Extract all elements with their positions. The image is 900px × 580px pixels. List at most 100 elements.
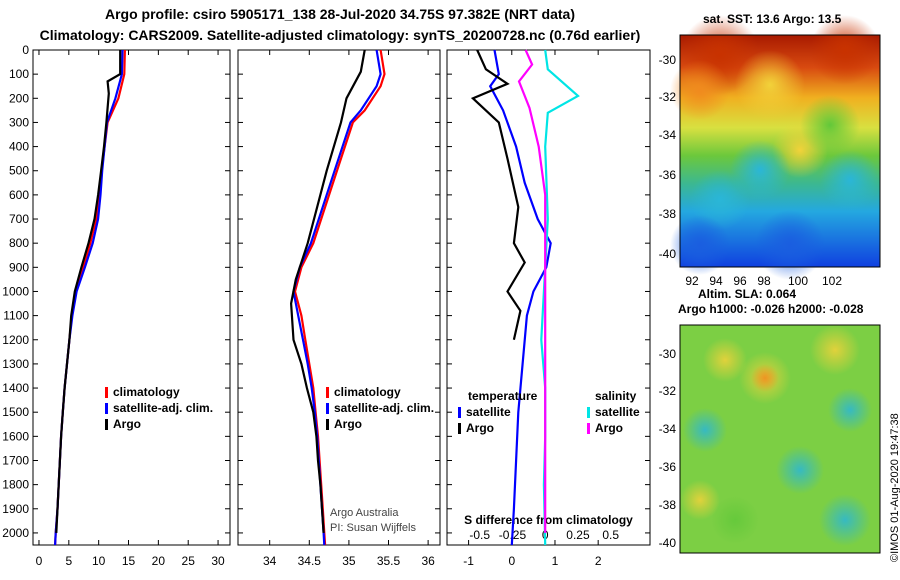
- y-tick-label: 800: [9, 236, 29, 250]
- y-tick-label: 100: [9, 67, 29, 81]
- legend-header: temperature: [468, 389, 538, 403]
- map-lat-label: -36: [659, 460, 677, 474]
- y-tick-label: 1600: [2, 429, 29, 443]
- x2-tick-label: 0.25: [566, 528, 590, 542]
- map-lon-label: 92: [685, 274, 699, 288]
- y-tick-label: 1900: [2, 502, 29, 516]
- x-tick-label: -1: [463, 554, 474, 568]
- series-line-temperature-argo: [470, 49, 526, 341]
- x-tick-label: 34.5: [298, 554, 322, 568]
- map-lat-label: -34: [659, 128, 677, 142]
- x-tick-label: 35.5: [377, 554, 401, 568]
- panel-frame: [32, 49, 231, 546]
- legend-label: Argo: [595, 421, 623, 435]
- legend-swatch: [105, 419, 108, 430]
- series-line-salinity-satellite: [540, 49, 580, 546]
- sst-blob: [820, 150, 880, 210]
- sla-label: Altim. SLA: 0.064: [698, 287, 797, 301]
- legend-label: satellite: [466, 405, 511, 419]
- series-line-climatology: [54, 49, 126, 546]
- series-line-satellite-adj-clim-: [292, 49, 382, 546]
- legend-swatch: [587, 407, 590, 418]
- credit-text-1: Argo Australia: [330, 507, 399, 519]
- map-lat-label: -38: [659, 207, 677, 221]
- map-lat-label: -30: [659, 347, 677, 361]
- steric-blob: [680, 480, 720, 520]
- axis-title: S difference from climatology: [464, 513, 633, 527]
- x-tick-label: 5: [65, 554, 72, 568]
- sst-blob: [690, 170, 750, 230]
- y-tick-label: 2000: [2, 526, 29, 540]
- y-tick-label: 1700: [2, 453, 29, 467]
- legend-label: Argo: [466, 421, 494, 435]
- x-tick-label: 15: [122, 554, 136, 568]
- series-line-satellite-adj-clim-: [54, 49, 124, 546]
- series-line-salinity-argo: [517, 49, 547, 533]
- panel-frame: [446, 49, 651, 546]
- x-tick-label: 35: [342, 554, 356, 568]
- y-tick-label: 700: [9, 212, 29, 226]
- map-lat-label: -32: [659, 384, 677, 398]
- map-lon-label: 96: [733, 274, 747, 288]
- sst-blob: [735, 50, 805, 120]
- y-tick-label: 1200: [2, 333, 29, 347]
- profile-panel-2: 34 34.5 35 35.5 36 climatology satellite-adj. …: [237, 49, 441, 568]
- map-lon-label: 102: [822, 274, 842, 288]
- x-tick-label: 20: [152, 554, 166, 568]
- map-lat-label: -38: [659, 498, 677, 512]
- map-lat-label: -30: [659, 53, 677, 67]
- x2-tick-label: 0.5: [602, 528, 619, 542]
- profile-panel-3: -1 0 1 2-0.5 -0.25 0 0.25 0.5S difference from …: [446, 49, 651, 568]
- legend-swatch: [326, 419, 329, 430]
- steric-blob: [683, 408, 727, 452]
- legend-swatch: [458, 407, 461, 418]
- sst-blob: [670, 60, 730, 120]
- legend-swatch: [105, 387, 108, 398]
- series-line-temperature-satellite: [488, 49, 552, 546]
- legend-label: satellite-adj. clim.: [334, 401, 434, 415]
- y-tick-label: 900: [9, 260, 29, 274]
- steric-map-frame: [679, 324, 881, 554]
- panel-frame: [237, 49, 441, 546]
- legend-swatch: [587, 423, 590, 434]
- sst-blob: [755, 210, 825, 280]
- y-tick-label: 1800: [2, 478, 29, 492]
- y-tick-label: 500: [9, 164, 29, 178]
- y-tick-label: 1300: [2, 357, 29, 371]
- plot-title: Argo profile: csiro 5905171_138 28-Jul-2…: [104, 6, 575, 22]
- x-tick-label: 30: [211, 554, 225, 568]
- x-tick-label: 1: [552, 554, 559, 568]
- sst-blob: [810, 15, 880, 85]
- legend-swatch: [458, 423, 461, 434]
- credit-text-2: PI: Susan Wijffels: [330, 522, 416, 534]
- steric-blob: [703, 338, 747, 382]
- y-tick-label: 400: [9, 140, 29, 154]
- y-tick-label: 1500: [2, 405, 29, 419]
- legend-label: satellite-adj. clim.: [113, 401, 213, 415]
- steric-blob: [751, 364, 779, 392]
- y-tick-label: 1000: [2, 284, 29, 298]
- sst-blob: [800, 95, 860, 155]
- x-tick-label: 0: [508, 554, 515, 568]
- sst-map: -30 -32 -34 -36 -38 -40 92 94 96 98 100 102: [659, 15, 881, 288]
- map-lon-label: 100: [788, 274, 808, 288]
- steric-blob: [776, 446, 824, 494]
- legend-swatch: [326, 403, 329, 414]
- series-line-argo: [289, 49, 366, 533]
- footer-timestamp: ©IMOS 01-Aug-2020 19:47:38: [889, 413, 900, 562]
- x-tick-label: 34: [263, 554, 277, 568]
- y-tick-label: 200: [9, 91, 29, 105]
- series-line-argo: [55, 50, 122, 533]
- map-lat-label: -32: [659, 90, 677, 104]
- steric-blob: [810, 325, 860, 375]
- legend-header: salinity: [595, 389, 637, 403]
- profile-panel-1: 0100200300400500600700800900100011001200…: [2, 43, 231, 568]
- legend-label: satellite: [595, 405, 640, 419]
- legend-label: Argo: [113, 417, 141, 431]
- steric-blob: [711, 496, 759, 544]
- steric-map: -30 -32 -34 -36 -38 -40: [659, 324, 881, 554]
- legend-swatch: [326, 387, 329, 398]
- y-tick-label: 1400: [2, 381, 29, 395]
- sst-map-title: sat. SST: 13.6 Argo: 13.5: [703, 12, 842, 26]
